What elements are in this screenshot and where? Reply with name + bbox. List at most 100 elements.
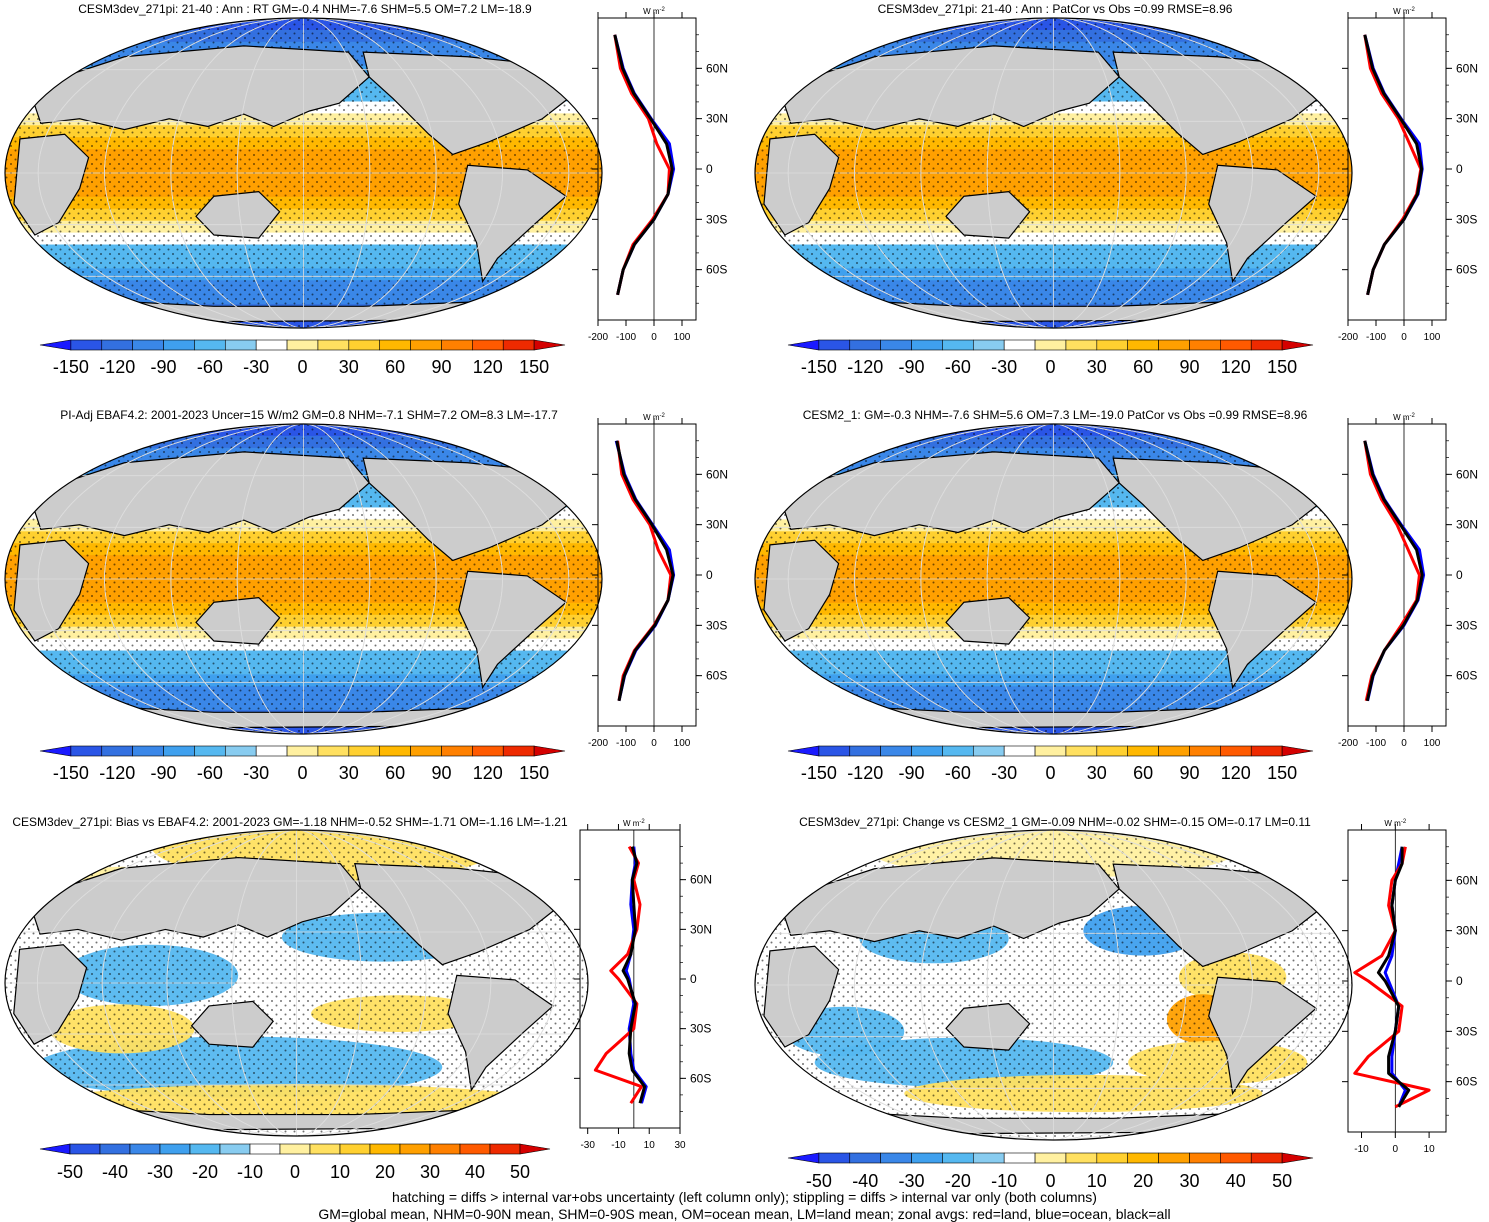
colorbar-tick-label: -40 (852, 1171, 878, 1191)
colorbar-swatch (1189, 746, 1220, 756)
zonal-lat-label: 0 (1456, 162, 1463, 176)
colorbar-tick-label: -20 (192, 1162, 218, 1182)
zonal-lat-label: 0 (706, 162, 713, 176)
colorbar-swatch (411, 746, 442, 756)
colorbar-tick-label: 20 (375, 1162, 395, 1182)
colorbar-swatch (380, 340, 411, 350)
map-field (755, 18, 1352, 329)
colorbar-tick-label: -120 (847, 357, 883, 377)
colorbar-swatch (1128, 340, 1159, 350)
zonal-frame (598, 424, 696, 726)
colorbar-tick-label: 50 (1272, 1171, 1292, 1191)
colorbar-tick-label: -120 (99, 357, 135, 377)
map-panel-1: CESM3dev_271pi: 21-40 : Ann : RT GM=-0.4… (5, 2, 602, 329)
zonal-lat-label: 0 (690, 972, 697, 986)
colorbar-tick-label: -150 (53, 763, 89, 783)
colorbar-tick-label: 90 (1179, 357, 1199, 377)
colorbar-swatch (70, 1144, 100, 1154)
zonal-x-label: 0 (651, 332, 657, 343)
colorbar-swatch (973, 1153, 1004, 1163)
colorbar-swatch (1251, 746, 1282, 756)
colorbar-swatch (411, 340, 442, 350)
colorbar-swatch (71, 340, 102, 350)
colorbar-swatch (912, 1153, 943, 1163)
zonal-lat-label: 30N (1456, 112, 1478, 126)
colorbar-swatch (1159, 1153, 1190, 1163)
zonal-x-label: 0 (1401, 738, 1407, 749)
colorbar-tick-label: 0 (297, 357, 307, 377)
colorbar-tick-label: -30 (243, 763, 269, 783)
colorbar-swatch (380, 746, 411, 756)
colorbar-tick-label: 90 (431, 357, 451, 377)
zonal-land-line (1365, 441, 1420, 701)
colorbar-swatch (1128, 746, 1159, 756)
zonal-lat-label: 60S (1456, 1075, 1477, 1089)
colorbar-tick-label: 10 (330, 1162, 350, 1182)
colorbar-swatch (133, 746, 164, 756)
colorbar-swatch (1159, 746, 1190, 756)
zonal-all-line (1365, 441, 1422, 701)
zonal-lat-label: 30S (1456, 1024, 1477, 1038)
colorbar-swatch (881, 340, 912, 350)
colorbar-swatch (1189, 340, 1220, 350)
colorbar-swatch (850, 340, 881, 350)
zonal-lat-label: 60N (706, 61, 728, 75)
colorbar-swatch (973, 746, 1004, 756)
colorbar-swatch (1159, 340, 1190, 350)
colorbar-tick-label: 30 (339, 357, 359, 377)
colorbar-tick-label: -60 (197, 763, 223, 783)
colorbar-tick-label: -20 (945, 1171, 971, 1191)
colorbar-swatch (287, 340, 318, 350)
zonal-lat-label: 30N (706, 112, 728, 126)
zonal-x-label: 100 (1424, 738, 1441, 749)
colorbar-swatch (133, 340, 164, 350)
zonal-land-line (615, 35, 670, 295)
colorbar-swatch (318, 746, 349, 756)
colorbar-swatch (942, 1153, 973, 1163)
colorbar-tick-label: 60 (385, 763, 405, 783)
colorbar-tick-label: 150 (519, 357, 549, 377)
colorbar-swatch (256, 746, 287, 756)
colorbar-tick-label: 30 (339, 763, 359, 783)
colorbar-swatch (1066, 340, 1097, 350)
zonal-lat-label: 60N (1456, 61, 1478, 75)
colorbar-swatch (490, 1144, 520, 1154)
colorbar-swatch (503, 340, 534, 350)
zonal-x-label: 100 (674, 332, 691, 343)
zonal-x-label: 0 (1393, 1144, 1399, 1155)
colorbar-tick-label: 120 (1221, 357, 1251, 377)
zonal-x-label: -100 (1366, 738, 1386, 749)
colorbar-tick-label: 10 (1087, 1171, 1107, 1191)
colorbar-swatch (1004, 746, 1035, 756)
panel-title: CESM3dev_271pi: 21-40 : Ann : RT GM=-0.4… (78, 2, 532, 16)
colorbar-swatch (194, 746, 225, 756)
map-field (5, 18, 602, 329)
colorbar-swatch (534, 746, 565, 756)
panel-title: CESM3dev_271pi: Change vs CESM2_1 GM=-0.… (799, 815, 1311, 829)
colorbar-swatch (102, 746, 133, 756)
colorbar-tick-label: 30 (1087, 357, 1107, 377)
colorbar-swatch (40, 1144, 70, 1154)
colorbar-swatch (1251, 340, 1282, 350)
colorbar-swatch (160, 1144, 190, 1154)
colorbar-tick-label: 50 (510, 1162, 530, 1182)
colorbar-tick-label: 20 (1133, 1171, 1153, 1191)
colorbar-tick-label: 0 (1045, 1171, 1055, 1191)
panel-title: PI-Adj EBAF4.2: 2001-2023 Uncer=15 W/m2 … (60, 408, 558, 422)
colorbar-swatch (1282, 1153, 1313, 1163)
colorbar-tick-label: -10 (237, 1162, 263, 1182)
zonal-lat-label: 30S (706, 212, 727, 226)
colorbar-swatch (400, 1144, 430, 1154)
zonal-lat-label: 30N (1456, 518, 1478, 532)
colorbar-swatch (788, 340, 819, 350)
colorbar-swatch (71, 746, 102, 756)
colorbar-swatch (1128, 1153, 1159, 1163)
zonal-x-label: -200 (588, 738, 608, 749)
colorbar-swatch (1251, 1153, 1282, 1163)
colorbar-tick-label: -30 (899, 1171, 925, 1191)
colorbar-tick-label: 40 (465, 1162, 485, 1182)
